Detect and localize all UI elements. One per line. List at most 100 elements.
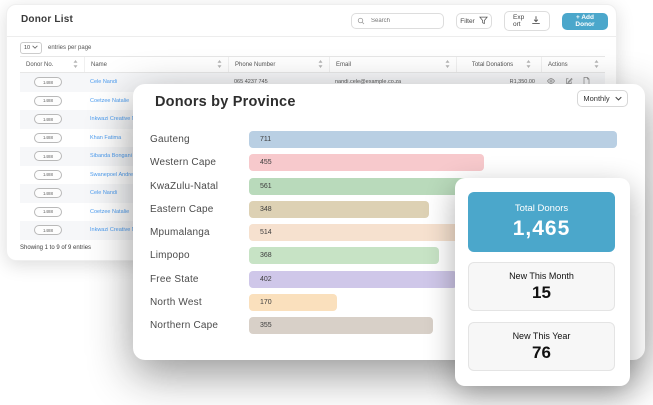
donor-no-cell: 1488: [20, 188, 84, 199]
table-row: 1488 Coetzee Natalie: [20, 203, 605, 222]
stats-panel: Total Donors 1,465 New This Month 15 New…: [455, 178, 630, 386]
bar-category-label: Free State: [150, 273, 199, 285]
actions-cell: [541, 77, 605, 87]
page-title: Donor List: [21, 14, 73, 25]
bar: 514: [249, 224, 515, 242]
donor-name-link[interactable]: Cele Nandi: [90, 79, 118, 86]
chart-row: Mpumalanga 514: [150, 224, 634, 242]
bar-value-label: 514: [260, 229, 272, 237]
bar: 170: [249, 294, 337, 312]
column-header-phone-number[interactable]: Phone Number: [228, 57, 329, 72]
funnel-icon: [478, 16, 488, 27]
chart-row: Eastern Cape 348: [150, 200, 634, 218]
bar-value-label: 348: [260, 205, 272, 213]
toolbar: Filter Export + Add Donor: [351, 11, 608, 31]
donor-name-link[interactable]: Cele Nandi: [90, 190, 118, 197]
donor-no-cell: 1488: [20, 151, 84, 162]
download-icon: [531, 15, 541, 27]
bar-chart: Gauteng 711 Western Cape 455 KwaZulu-Natal 56…: [150, 131, 634, 341]
bar: 711: [249, 131, 617, 148]
donor-no-cell: 1488: [20, 169, 84, 180]
donor-name-link[interactable]: Inkwazi Creative M: [90, 116, 137, 123]
table-row: 1488 Coetzee Natalie: [20, 92, 605, 111]
bar-value-label: 455: [260, 159, 272, 167]
column-header-name[interactable]: Name: [84, 57, 228, 72]
bar-value-label: 402: [260, 275, 272, 283]
bar: 402: [249, 270, 457, 288]
bar: 355: [249, 317, 433, 335]
document-icon[interactable]: [583, 77, 590, 87]
donor-name-link[interactable]: Khan Fatima: [90, 134, 122, 141]
bar-category-label: KwaZulu-Natal: [150, 180, 219, 192]
bar-category-label: Mpumalanga: [150, 227, 210, 239]
donor-no-cell: 1488: [20, 132, 84, 143]
column-header-email[interactable]: Email: [329, 57, 456, 72]
bar-category-label: Limpopo: [150, 250, 190, 262]
donor-no-badge: 1488: [34, 77, 63, 88]
donor-name-link[interactable]: Coetzee Natalie: [90, 97, 130, 104]
donor-name-link[interactable]: Coetzee Natalie: [90, 208, 130, 215]
column-header-label: Donor No.: [26, 61, 54, 68]
new-this-month-card: New This Month 15: [468, 262, 615, 311]
email-cell: nandi.cele@example.co.za: [335, 79, 402, 86]
chart-row: North West 170: [150, 294, 634, 312]
add-donor-button[interactable]: + Add Donor: [562, 12, 608, 30]
bar-value-label: 170: [260, 299, 272, 307]
search-input-wrapper[interactable]: [351, 13, 444, 29]
column-header-actions[interactable]: Actions: [541, 57, 605, 72]
table-row: 1488 Swanepoel Andre: [20, 166, 605, 185]
period-dropdown[interactable]: Monthly: [577, 90, 628, 107]
bar-value-label: 711: [260, 136, 272, 143]
donor-name-link[interactable]: Swanepoel Andre: [90, 171, 134, 178]
filter-button[interactable]: Filter: [456, 13, 492, 29]
divider: [7, 36, 616, 37]
donor-name-link[interactable]: Sibanda Bongani: [90, 153, 132, 160]
bar-category-label: Eastern Cape: [150, 203, 214, 215]
total-donors-label: Total Donors: [514, 203, 569, 214]
total-donors-value: 1,465: [512, 217, 571, 240]
export-button[interactable]: Export: [504, 11, 550, 31]
donor-no-cell: 1488: [20, 114, 84, 125]
bar-category-label: Northern Cape: [150, 320, 219, 332]
bar-value-label: 561: [260, 182, 272, 190]
table-header-row: Donor No. Name Phone Number Email Total Dona…: [20, 56, 605, 73]
modal-title: Donors by Province: [155, 94, 296, 110]
donor-no-badge: 1488: [34, 95, 63, 106]
entries-per-page-select[interactable]: 10: [20, 42, 42, 54]
sort-icon: [594, 59, 599, 70]
new-this-year-card: New This Year 76: [468, 322, 615, 371]
sort-icon: [445, 59, 450, 70]
search-input[interactable]: [369, 17, 439, 25]
donor-name-link[interactable]: Inkwazi Creative M: [90, 227, 137, 234]
bar: 455: [249, 154, 484, 172]
donor-no-cell: 1488: [20, 225, 84, 236]
edit-icon[interactable]: [565, 77, 573, 87]
total-donors-card: Total Donors 1,465: [468, 192, 615, 252]
column-header-total-donations[interactable]: Total Donations: [456, 57, 541, 72]
donor-no-cell: 1488: [20, 206, 84, 217]
donor-no-cell: 1488: [20, 77, 84, 88]
column-header-donor-no-[interactable]: Donor No.: [20, 57, 84, 72]
sort-icon: [318, 59, 323, 70]
pagination-status: Showing 1 to 9 of 9 entries: [20, 245, 92, 251]
bar-value-label: 368: [260, 252, 272, 260]
donor-no-badge: 1488: [34, 132, 63, 143]
donors-by-province-modal: Donors by Province Monthly Gauteng 711 Wes…: [133, 84, 645, 360]
new-this-month-value: 15: [532, 283, 551, 302]
total-donations-cell: R1,350.00: [509, 79, 535, 86]
chevron-down-icon: [32, 45, 38, 51]
export-button-label: Export: [513, 13, 525, 28]
chart-row: Limpopo 368: [150, 247, 634, 265]
entries-per-page-label: entries per page: [48, 45, 92, 51]
view-icon[interactable]: [547, 77, 555, 87]
chart-row: Western Cape 455: [150, 154, 634, 172]
donor-no-badge: 1488: [34, 225, 63, 236]
column-header-label: Total Donations: [471, 61, 514, 68]
bar-category-label: Western Cape: [150, 157, 217, 169]
chart-row: Free State 402: [150, 270, 634, 288]
new-this-year-label: New This Year: [512, 331, 571, 341]
donor-no-badge: 1488: [34, 114, 63, 125]
new-this-year-value: 76: [532, 343, 551, 362]
column-header-label: Name: [91, 61, 108, 68]
